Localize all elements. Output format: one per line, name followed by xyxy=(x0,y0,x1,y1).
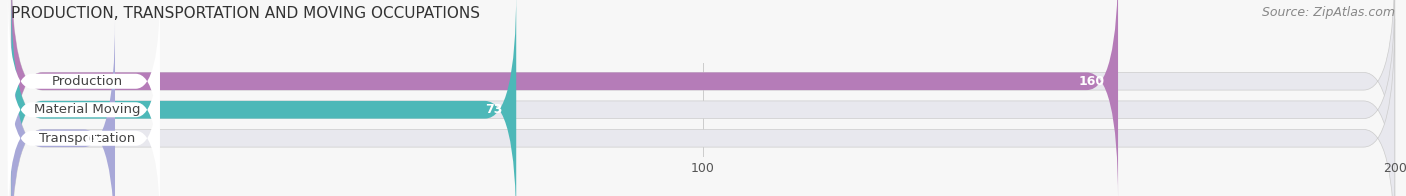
FancyBboxPatch shape xyxy=(11,19,1395,196)
Text: Transportation: Transportation xyxy=(39,132,135,145)
Text: Production: Production xyxy=(52,75,122,88)
FancyBboxPatch shape xyxy=(11,0,1395,196)
Text: Source: ZipAtlas.com: Source: ZipAtlas.com xyxy=(1261,6,1395,19)
FancyBboxPatch shape xyxy=(8,17,160,196)
FancyBboxPatch shape xyxy=(11,0,1395,196)
Text: Material Moving: Material Moving xyxy=(34,103,141,116)
FancyBboxPatch shape xyxy=(8,0,160,173)
Text: 15: 15 xyxy=(84,132,101,145)
Text: 160: 160 xyxy=(1078,75,1104,88)
FancyBboxPatch shape xyxy=(11,19,115,196)
FancyBboxPatch shape xyxy=(11,0,516,196)
Text: PRODUCTION, TRANSPORTATION AND MOVING OCCUPATIONS: PRODUCTION, TRANSPORTATION AND MOVING OC… xyxy=(11,6,481,21)
Text: 73: 73 xyxy=(485,103,502,116)
FancyBboxPatch shape xyxy=(8,46,160,196)
FancyBboxPatch shape xyxy=(11,0,1118,196)
